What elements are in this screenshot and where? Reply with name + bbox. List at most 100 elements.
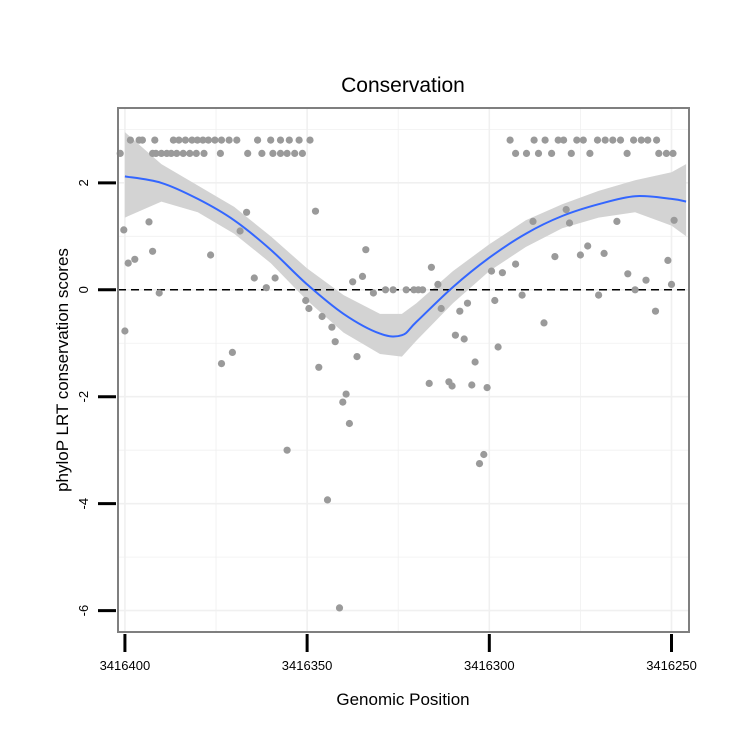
data-point <box>254 136 262 144</box>
data-point <box>609 136 617 144</box>
data-point <box>349 278 357 286</box>
data-point <box>126 136 134 144</box>
data-point <box>651 307 660 315</box>
data-point <box>298 149 306 157</box>
data-point <box>211 136 219 144</box>
data-point <box>667 280 676 288</box>
data-point <box>250 274 258 282</box>
data-point <box>427 263 435 271</box>
data-point <box>295 136 303 144</box>
data-point <box>207 251 215 259</box>
data-point <box>530 136 538 144</box>
data-point <box>236 227 244 235</box>
y-axis-label: phyloP LRT conservation scores <box>53 248 72 492</box>
data-point <box>425 379 433 387</box>
data-point <box>233 136 241 144</box>
data-point <box>451 331 459 339</box>
data-point <box>305 304 313 313</box>
data-point <box>173 149 181 157</box>
data-point <box>362 246 370 254</box>
x-axis: 3416400 3416350 3416300 3416250 <box>100 634 697 673</box>
y-tick-label: 2 <box>76 179 91 186</box>
data-point <box>217 360 226 368</box>
data-point <box>318 312 326 321</box>
data-point <box>271 274 279 282</box>
panel-border <box>117 107 690 633</box>
data-point <box>131 255 139 263</box>
data-point <box>623 149 631 157</box>
data-point <box>631 286 639 294</box>
data-point <box>179 149 187 157</box>
data-point <box>463 299 472 307</box>
data-point <box>434 280 442 288</box>
data-point <box>381 286 390 294</box>
data-point <box>644 136 652 144</box>
data-point <box>506 136 514 144</box>
data-point <box>576 251 585 259</box>
data-point <box>192 149 200 157</box>
data-point <box>169 136 177 144</box>
data-point <box>138 136 146 144</box>
data-point <box>262 284 270 292</box>
data-point <box>567 149 575 157</box>
data-point <box>217 136 226 144</box>
data-point <box>149 247 157 255</box>
data-point <box>498 269 506 277</box>
data-point <box>152 149 160 157</box>
data-point <box>200 149 208 157</box>
data-point <box>487 267 496 275</box>
data-point <box>175 136 183 144</box>
data-point <box>267 136 275 144</box>
data-point <box>662 149 671 157</box>
data-point <box>199 136 207 144</box>
data-point <box>369 289 377 297</box>
data-point <box>595 291 603 299</box>
data-point <box>225 136 233 144</box>
data-point <box>670 216 678 224</box>
data-point <box>181 136 189 144</box>
data-point <box>664 256 672 264</box>
data-point <box>276 136 285 144</box>
data-point <box>155 289 163 297</box>
data-point <box>630 136 638 144</box>
y-tick-label: -6 <box>76 605 91 617</box>
data-point <box>655 149 663 157</box>
data-point <box>283 149 291 157</box>
data-point <box>402 286 410 294</box>
data-point <box>511 149 520 157</box>
data-point <box>551 253 559 261</box>
data-point <box>120 226 128 234</box>
data-point <box>389 286 397 294</box>
data-point <box>258 149 266 157</box>
data-point <box>483 384 491 392</box>
data-point <box>616 136 625 144</box>
data-point <box>193 136 201 144</box>
data-point <box>419 286 427 294</box>
data-point <box>269 149 277 157</box>
data-point <box>151 136 159 144</box>
data-point <box>311 207 320 215</box>
chart-title: Conservation <box>341 74 465 97</box>
y-tick-label: 0 <box>76 286 91 293</box>
data-point <box>358 272 367 280</box>
confidence-ribbon <box>124 132 687 357</box>
data-point <box>529 217 537 225</box>
data-point <box>601 136 609 144</box>
grid-lines <box>118 108 689 632</box>
data-point <box>642 276 650 284</box>
data-point <box>335 604 344 612</box>
data-point <box>228 348 236 356</box>
data-point <box>565 219 574 227</box>
data-point <box>291 149 299 157</box>
data-point <box>437 304 445 313</box>
data-point <box>331 338 339 346</box>
data-point <box>315 363 323 371</box>
data-point <box>124 259 132 267</box>
data-point <box>624 270 632 278</box>
data-point <box>560 136 568 144</box>
data-point <box>669 149 677 157</box>
data-point <box>121 327 129 335</box>
data-point <box>480 450 488 459</box>
data-point <box>494 343 502 351</box>
